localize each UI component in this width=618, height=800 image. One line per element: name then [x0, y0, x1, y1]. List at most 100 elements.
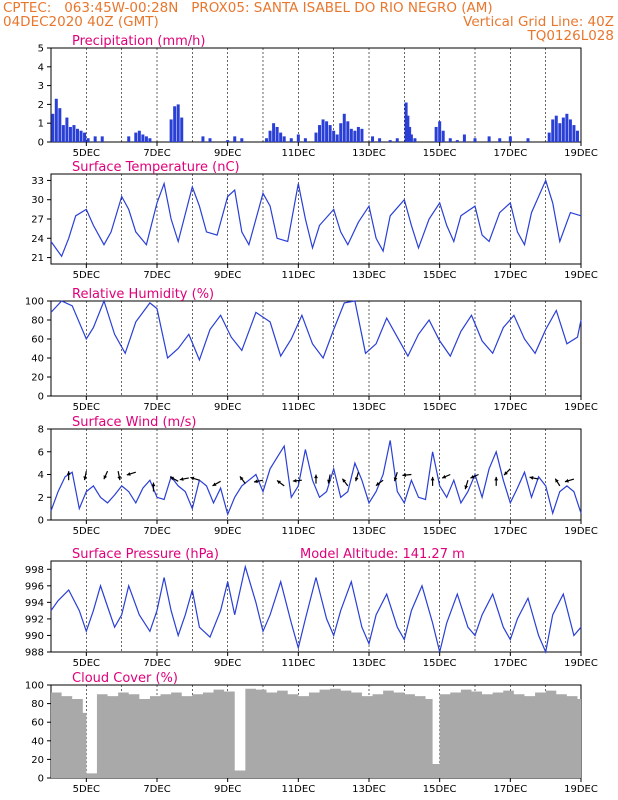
precip-bar — [413, 138, 417, 142]
precip-bar — [409, 134, 413, 142]
wind-arrow-head — [464, 485, 469, 490]
y-tick-label: 30 — [31, 195, 44, 206]
precip-bar — [356, 126, 360, 142]
precip-bar — [434, 126, 438, 142]
precip-bar — [328, 125, 332, 142]
x-tick-label: 11DEC — [281, 784, 315, 795]
x-tick-label: 13DEC — [352, 784, 386, 795]
wind-arrow-head — [170, 476, 175, 481]
precip-bar — [526, 138, 530, 142]
wind-arrow-head — [494, 476, 499, 481]
y-tick-label: 20 — [31, 755, 44, 766]
precip-bar — [342, 113, 346, 142]
precip-bar — [141, 134, 145, 142]
x-tick-label: 15DEC — [423, 784, 457, 795]
y-tick-label: 40 — [31, 736, 44, 747]
x-tick-label: 7DEC — [143, 784, 170, 795]
precip-bar — [176, 104, 180, 142]
precip-bar — [388, 140, 392, 142]
x-tick-label: 19DEC — [564, 526, 598, 537]
precip-bar — [275, 126, 279, 142]
x-tick-label: 13DEC — [352, 526, 386, 537]
wind-arrow-head — [151, 482, 156, 487]
wind-arrow-head — [83, 476, 88, 481]
x-tick-label: 15DEC — [423, 526, 457, 537]
precip-bar — [169, 119, 173, 142]
y-tick-label: 990 — [25, 631, 44, 642]
precip-bar — [265, 138, 269, 142]
precip-bar — [61, 125, 65, 142]
precip-bar — [86, 138, 90, 142]
precip-bar — [473, 138, 477, 142]
precip-bar — [438, 121, 442, 142]
wind-arrow-head — [442, 474, 447, 479]
x-tick-label: 7DEC — [143, 526, 170, 537]
precip-bar — [332, 130, 336, 142]
y-tick-label: 0 — [38, 392, 44, 403]
y-tick-label: 80 — [31, 316, 44, 327]
y-tick-label: 996 — [25, 581, 44, 592]
x-tick-label: 11DEC — [281, 526, 315, 537]
y-tick-label: 992 — [25, 614, 44, 625]
x-tick-label: 13DEC — [352, 402, 386, 413]
y-tick-label: 6 — [38, 447, 44, 458]
precip-bar — [226, 140, 230, 142]
plot-frame — [50, 560, 582, 653]
precip-bar — [79, 130, 83, 142]
precip-bar — [371, 136, 375, 142]
y-tick-label: 2 — [38, 493, 44, 504]
x-tick-label: 13DEC — [352, 658, 386, 669]
y-tick-label: 0 — [38, 516, 44, 527]
precip-bar — [240, 138, 244, 142]
x-tick-label: 7DEC — [143, 148, 170, 159]
wind-arrow-head — [239, 476, 244, 481]
wind-arrow-head — [529, 476, 534, 480]
panel-1: 0 1 2 3 4 5 5DEC 7DEC 9DEC 11DEC 13DEC 15DEC 17DEC 19… — [38, 34, 598, 159]
x-tick-label: 17DEC — [493, 270, 527, 281]
x-tick-label: 13DEC — [352, 148, 386, 159]
x-tick-label: 5DEC — [73, 526, 100, 537]
wind-arrow-head — [103, 475, 108, 480]
precip-bar — [339, 123, 343, 142]
wind-arrow-head — [393, 477, 398, 482]
precip-bar — [321, 119, 325, 142]
precip-bar — [551, 119, 555, 142]
wind-arrow-head — [254, 479, 258, 484]
precip-bar — [487, 136, 491, 142]
precip-bar — [100, 136, 104, 142]
precip-bar — [268, 130, 272, 142]
plot-frame — [50, 47, 582, 143]
precip-bar — [173, 106, 177, 142]
precip-bar — [83, 132, 87, 142]
precip-bar — [127, 136, 131, 142]
x-tick-label: 15DEC — [423, 658, 457, 669]
x-tick-label: 15DEC — [423, 270, 457, 281]
precip-bar — [272, 123, 276, 142]
x-tick-label: 11DEC — [281, 270, 315, 281]
x-tick-label: 17DEC — [493, 402, 527, 413]
x-tick-label: 11DEC — [281, 402, 315, 413]
precip-bar — [208, 138, 212, 142]
panel-title: Precipitation (mm/h) — [72, 34, 205, 49]
x-tick-label: 9DEC — [214, 526, 241, 537]
precip-bar — [76, 128, 79, 142]
precip-bar — [575, 130, 579, 142]
precip-bar — [406, 115, 410, 142]
panel-6: 0 20 40 60 80 100 5DEC 7DEC 9DEC 11DEC 13DEC 15DEC 1… — [25, 671, 598, 795]
x-tick-label: 17DEC — [493, 148, 527, 159]
y-tick-label: 100 — [25, 297, 44, 308]
wind-arrow-head — [212, 482, 217, 486]
y-tick-label: 27 — [31, 215, 44, 226]
y-tick-label: 4 — [38, 62, 44, 73]
wind-arrow-head — [342, 478, 347, 483]
series-line — [50, 299, 582, 362]
y-tick-label: 40 — [31, 354, 44, 365]
precip-bar — [565, 113, 569, 142]
precip-bar — [58, 108, 62, 142]
x-tick-label: 19DEC — [564, 148, 598, 159]
x-tick-label: 19DEC — [564, 270, 598, 281]
x-tick-label: 5DEC — [73, 148, 100, 159]
panel-title: Relative Humidity (%) — [72, 287, 214, 302]
precip-bar — [289, 138, 293, 142]
